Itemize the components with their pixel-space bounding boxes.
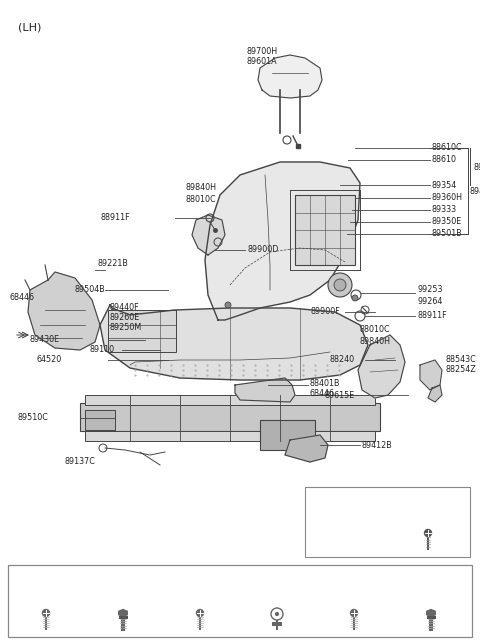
Polygon shape — [285, 435, 328, 462]
Bar — [427, 616, 435, 619]
Text: 88240: 88240 — [330, 356, 355, 365]
Bar — [121, 619, 125, 631]
Bar — [199, 617, 201, 630]
Bar — [276, 620, 278, 630]
Text: 88543C: 88543C — [445, 356, 476, 365]
Bar — [80, 403, 380, 431]
Bar — [108, 310, 176, 352]
Bar — [85, 410, 115, 430]
Polygon shape — [192, 215, 225, 255]
Circle shape — [352, 295, 358, 301]
Circle shape — [225, 302, 231, 308]
Polygon shape — [420, 360, 442, 390]
Text: 89412B: 89412B — [362, 440, 393, 449]
Text: 1249NB: 1249NB — [30, 579, 62, 588]
Text: 88610C: 88610C — [432, 143, 463, 152]
Text: 89137C: 89137C — [64, 458, 95, 467]
Bar — [45, 617, 47, 630]
Circle shape — [350, 609, 358, 617]
Polygon shape — [358, 335, 405, 398]
Text: 89840H: 89840H — [185, 183, 216, 192]
Bar — [260, 420, 315, 450]
Bar — [427, 537, 429, 550]
Text: 1140FD: 1140FD — [108, 579, 138, 588]
Text: 88010C: 88010C — [185, 194, 216, 203]
Text: 88109: 88109 — [419, 579, 444, 588]
Circle shape — [334, 279, 346, 291]
Text: 11291: 11291 — [341, 579, 367, 588]
Bar — [85, 395, 375, 405]
Bar — [430, 619, 432, 631]
Text: 1220AA: 1220AA — [412, 494, 444, 503]
Text: 88010C: 88010C — [360, 325, 391, 334]
Bar — [85, 431, 375, 441]
Text: 81757: 81757 — [264, 579, 290, 588]
Text: 89601A: 89601A — [247, 57, 277, 66]
Text: 89840H: 89840H — [360, 336, 391, 345]
Text: 64520: 64520 — [37, 356, 62, 365]
Polygon shape — [428, 385, 442, 402]
Text: (LH): (LH) — [18, 22, 41, 32]
Text: 89900F: 89900F — [310, 307, 340, 316]
Polygon shape — [258, 55, 322, 98]
Text: 00824: 00824 — [334, 494, 359, 503]
Text: 1: 1 — [347, 534, 353, 544]
Text: 89900D: 89900D — [247, 246, 278, 255]
Circle shape — [275, 612, 279, 616]
Text: 89260E: 89260E — [110, 314, 140, 323]
Text: 89110: 89110 — [90, 345, 115, 354]
Bar — [272, 622, 282, 626]
Polygon shape — [427, 610, 435, 617]
Circle shape — [424, 529, 432, 537]
Polygon shape — [235, 378, 295, 402]
Circle shape — [328, 273, 352, 297]
Text: 89250M: 89250M — [110, 323, 142, 332]
Text: 89430E: 89430E — [30, 336, 60, 345]
Text: 89333: 89333 — [432, 206, 457, 215]
Text: 88911F: 88911F — [417, 311, 446, 320]
Text: 89510C: 89510C — [17, 413, 48, 422]
Text: 68446: 68446 — [10, 293, 35, 302]
Circle shape — [42, 609, 50, 617]
Polygon shape — [119, 610, 127, 617]
Text: 89615E: 89615E — [325, 390, 355, 399]
Text: 88610: 88610 — [432, 156, 457, 165]
Text: 68446: 68446 — [310, 390, 335, 399]
Text: 88254Z: 88254Z — [445, 365, 476, 374]
Text: 89700H: 89700H — [246, 48, 277, 57]
Text: 89450N: 89450N — [470, 186, 480, 195]
Polygon shape — [28, 272, 100, 350]
Text: 99264: 99264 — [417, 296, 443, 305]
Text: ⊣: ⊣ — [336, 534, 346, 544]
Bar — [8, 565, 472, 637]
Polygon shape — [205, 162, 360, 320]
Text: 89440F: 89440F — [110, 303, 140, 312]
Polygon shape — [100, 305, 368, 380]
Text: 89354: 89354 — [432, 181, 457, 190]
Bar — [305, 487, 470, 557]
Text: 1221CF: 1221CF — [185, 579, 215, 588]
Text: 89450N: 89450N — [473, 163, 480, 172]
Text: 89504B: 89504B — [74, 285, 105, 294]
Bar — [295, 195, 355, 265]
Text: 88401B: 88401B — [310, 379, 340, 388]
Text: 89350E: 89350E — [432, 217, 462, 226]
Text: 89501B: 89501B — [432, 230, 463, 239]
Text: 89360H: 89360H — [432, 194, 463, 203]
Bar — [353, 617, 355, 630]
Text: 88911F: 88911F — [100, 213, 130, 222]
Text: 89221B: 89221B — [97, 258, 128, 267]
Text: 99253: 99253 — [417, 285, 443, 294]
Bar — [119, 616, 128, 619]
Circle shape — [196, 609, 204, 617]
